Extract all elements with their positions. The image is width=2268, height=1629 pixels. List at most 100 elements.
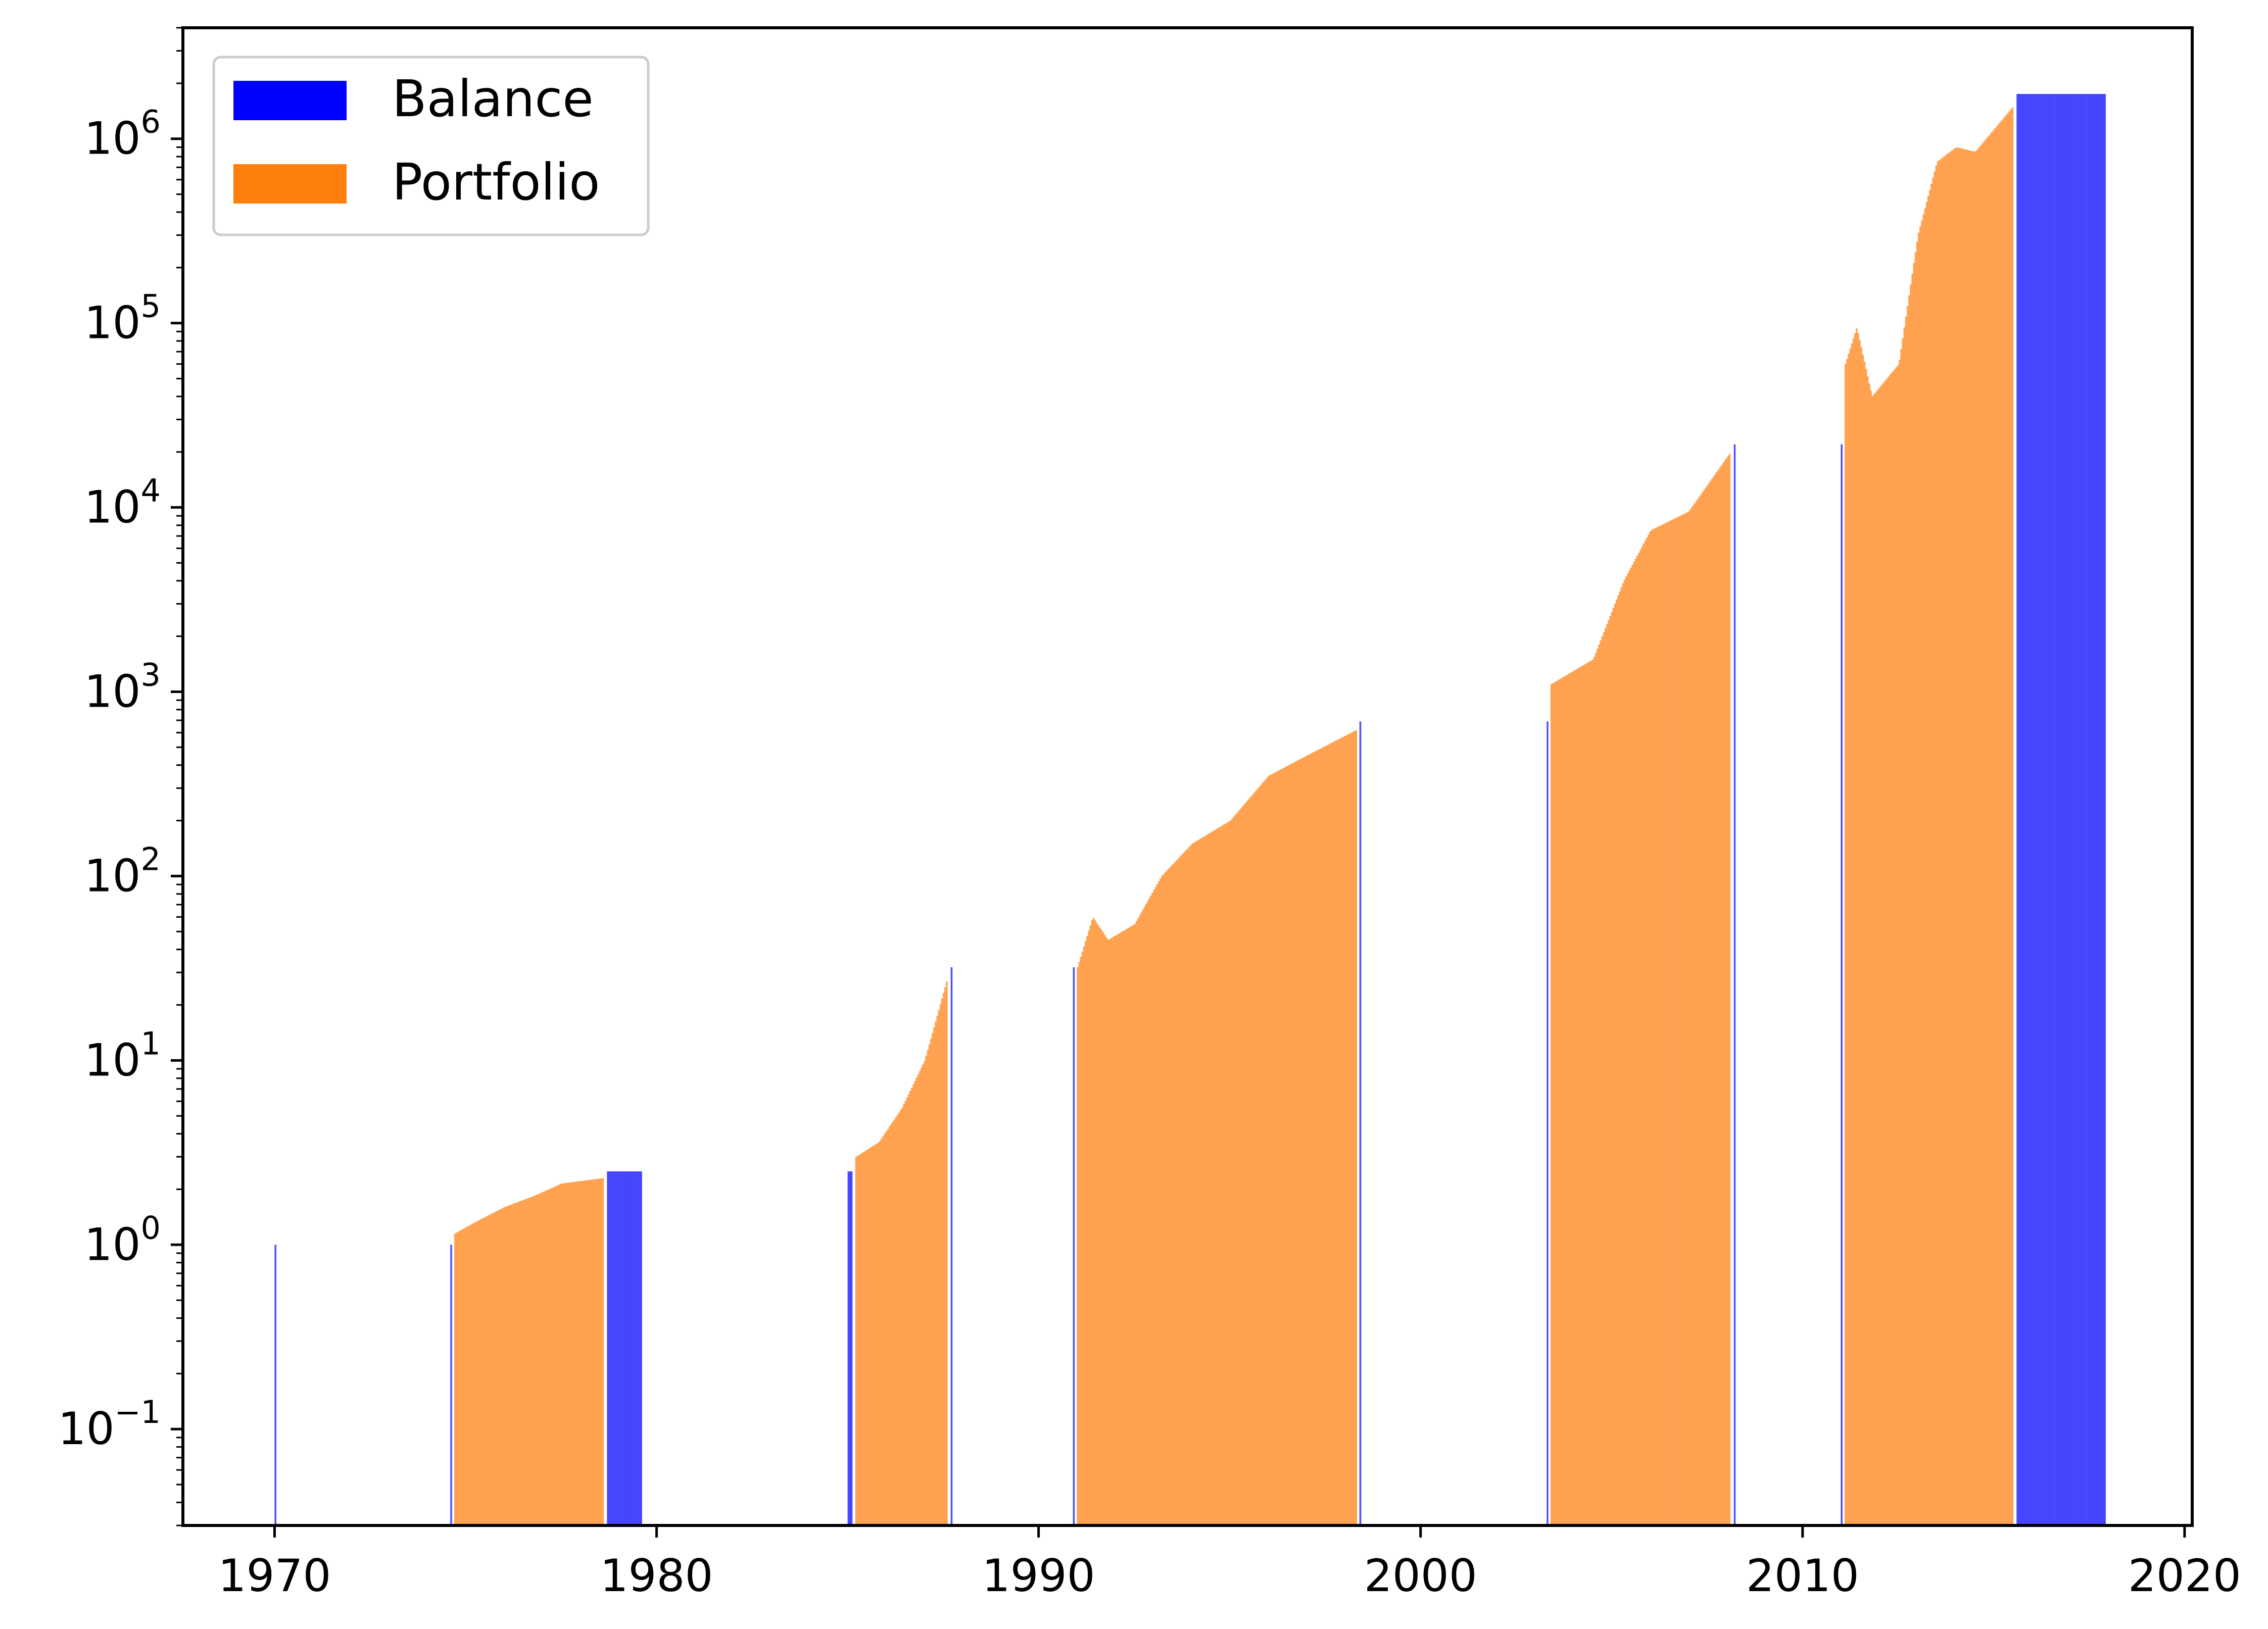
bar-portfolio [1199,838,1201,1525]
bar-portfolio [1214,830,1216,1525]
bar-portfolio [1077,967,1079,1525]
bar-portfolio [1120,932,1122,1525]
bar-portfolio [1914,252,1917,1525]
bar-portfolio [2005,115,2007,1526]
bar-portfolio [1209,833,1211,1525]
bar-portfolio [537,1194,539,1525]
bars-group [274,94,2106,1526]
bar-portfolio [907,1094,910,1525]
bar-portfolio [1160,878,1162,1525]
bar-portfolio [1322,747,1324,1525]
bar-portfolio [1848,354,1850,1526]
bar-portfolio [1673,519,1675,1525]
bar-portfolio [899,1110,902,1525]
bar-balance [1073,967,1075,1525]
bar-portfolio [1943,156,1945,1526]
bar-balance [2070,94,2072,1525]
bar-balance [2039,94,2041,1525]
bar-portfolio [910,1088,913,1525]
bar-portfolio [1239,809,1241,1525]
bar-portfolio [1654,528,1656,1525]
bar-portfolio [1298,760,1300,1525]
bar-balance [2090,94,2092,1525]
bar-portfolio [1210,832,1213,1525]
bar-balance [611,1171,614,1525]
bar-portfolio [1663,523,1665,1525]
bar-portfolio [1288,765,1290,1525]
bar-balance [2094,94,2097,1525]
bar-portfolio [1994,128,1996,1526]
bar-portfolio [1167,869,1170,1525]
bar-portfolio [1347,734,1349,1525]
bar-portfolio [1863,362,1866,1525]
bar-portfolio [1878,388,1880,1525]
bar-portfolio [944,987,946,1525]
bar-portfolio [1860,347,1862,1525]
bar-portfolio [1728,454,1731,1525]
bar-portfolio [522,1200,524,1525]
bar-portfolio [1306,756,1308,1525]
bar-balance [613,1171,615,1525]
bar-portfolio [1137,918,1139,1525]
bar-portfolio [1121,931,1123,1525]
bar-portfolio [1856,328,1858,1525]
bar-portfolio [1355,730,1358,1525]
bar-portfolio [1248,798,1250,1525]
bar-portfolio [542,1192,544,1525]
bar-portfolio [1215,829,1217,1525]
bar-portfolio [1916,241,1918,1525]
bar-portfolio [1660,525,1662,1525]
bar-portfolio [1720,465,1723,1526]
bar-portfolio [1269,775,1271,1525]
bar-portfolio [1964,149,1966,1526]
bar-portfolio [888,1126,891,1525]
bar-portfolio [1325,746,1327,1525]
bar-portfolio [489,1214,491,1525]
bar-portfolio [1112,937,1114,1525]
bar-portfolio [1903,327,1906,1525]
bar-portfolio [1344,735,1346,1525]
bar-portfolio [1620,587,1622,1525]
bar-portfolio [1876,390,1878,1526]
bar-portfolio [1662,524,1664,1525]
bar-portfolio [1999,122,2001,1526]
bar-portfolio [1555,681,1557,1525]
bar-portfolio [1234,815,1236,1525]
bar-portfolio [1296,760,1298,1525]
bar-portfolio [1942,158,1944,1526]
bar-portfolio [881,1138,883,1525]
bar-portfolio [1194,842,1196,1525]
bar-balance [2059,94,2061,1525]
bar-portfolio [1221,825,1224,1525]
bar-balance [2034,94,2036,1525]
bar-portfolio [1193,843,1195,1525]
bar-portfolio [1080,957,1082,1525]
bar-portfolio [1574,670,1576,1525]
bar-portfolio [1919,226,1921,1525]
bar-portfolio [1285,766,1287,1525]
bar-portfolio [1217,828,1219,1525]
bar-portfolio [1561,677,1564,1525]
bar-portfolio [1585,663,1587,1525]
bar-portfolio [1685,512,1688,1525]
bar-portfolio [573,1181,575,1525]
bar-portfolio [1268,775,1270,1525]
bar-portfolio [1871,396,1874,1525]
bar-portfolio [470,1224,472,1525]
bar-balance [2088,94,2090,1525]
bar-portfolio [861,1153,863,1525]
bar-portfolio [1280,769,1282,1525]
bar-portfolio [513,1203,515,1525]
bar-portfolio [1884,380,1887,1525]
bar-balance [631,1171,633,1525]
bar-portfolio [1899,360,1901,1525]
bar-portfolio [928,1044,931,1525]
bar-portfolio [1879,386,1881,1526]
bar-portfolio [1668,521,1670,1525]
bar-portfolio [576,1181,578,1525]
x-tick-label: 1970 [218,1550,331,1602]
bar-portfolio [1862,355,1864,1525]
bar-portfolio [1229,820,1232,1525]
bar-portfolio [1849,349,1851,1525]
bar-portfolio [1576,669,1578,1525]
